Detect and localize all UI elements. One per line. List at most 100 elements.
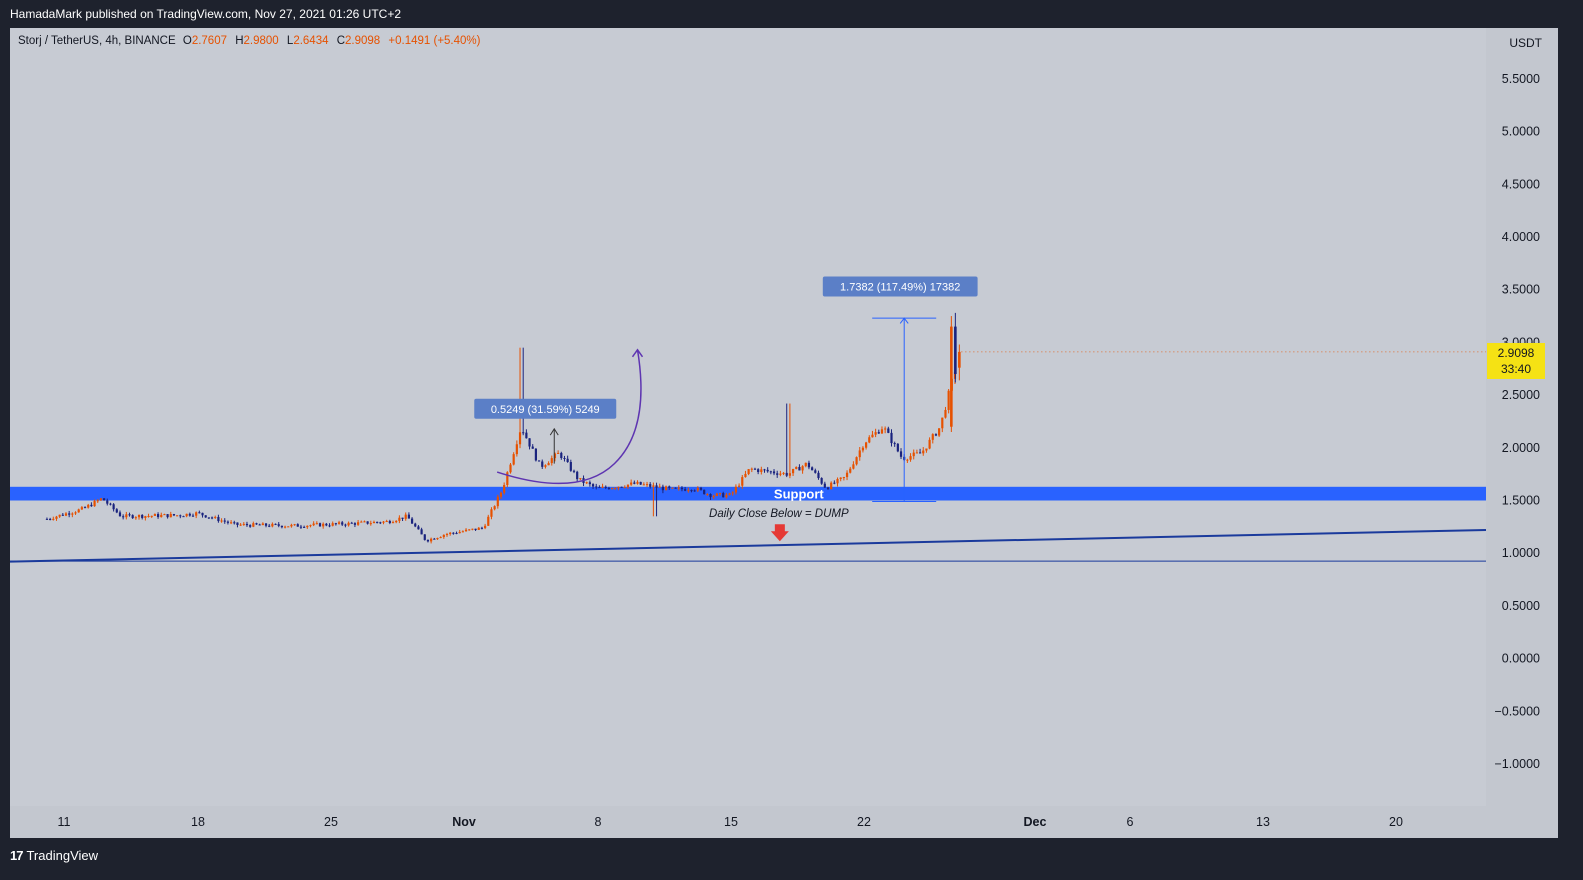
close-label: C (336, 35, 346, 47)
candle-body (750, 468, 753, 470)
candle-body (309, 525, 312, 527)
candle-body (874, 432, 877, 435)
candle-body (388, 521, 391, 524)
measure-label-1: 0.5249 (31.59%) 5249 (474, 398, 617, 419)
candle-body (341, 522, 344, 525)
current-price-value: 2.9098 (1497, 346, 1535, 360)
candle-body (715, 493, 718, 496)
candle-body (255, 523, 258, 525)
candle-body (80, 507, 83, 510)
candle-body (617, 486, 620, 489)
price-tick-label: 3.5000 (1502, 283, 1540, 297)
candle-body (791, 468, 795, 474)
candle-body (811, 467, 814, 471)
currency-label[interactable]: USDT (1509, 36, 1542, 50)
symbol-legend[interactable]: Storj / TetherUS, 4h, BINANCE O2.7607 H2… (18, 35, 485, 47)
candle-body (630, 482, 633, 485)
candle-body (280, 525, 283, 528)
candle-body (271, 523, 274, 527)
time-tick-label: 20 (1389, 815, 1403, 829)
candle-body (366, 521, 369, 524)
tradingview-brand[interactable]: 17 TradingView (10, 848, 98, 863)
candle-body (826, 487, 830, 490)
candle-body (242, 523, 245, 525)
candle-body (785, 472, 788, 476)
time-tick-label: Dec (1024, 815, 1047, 829)
change-value: +0.1491 (+5.40%) (388, 35, 481, 47)
price-tick-label: −1.0000 (1494, 757, 1540, 771)
candle-body (506, 472, 509, 485)
candle-body (725, 494, 728, 498)
candle-body (693, 490, 696, 492)
candle-body (649, 484, 652, 487)
time-tick-label: 18 (191, 815, 205, 829)
chart-area[interactable]: 5.50005.00004.50004.00003.50003.00002.50… (10, 28, 1558, 838)
candle-body (496, 496, 499, 507)
candle-body (531, 446, 534, 449)
candle-body (347, 522, 350, 526)
candle-body (604, 486, 607, 488)
candle-body (664, 486, 668, 491)
candle-body (788, 473, 791, 476)
candle-body (426, 539, 430, 542)
candle-body (312, 523, 315, 526)
candle-body (474, 528, 477, 530)
candle-body (950, 326, 953, 427)
candle-body (884, 428, 887, 430)
price-tick-label: 5.5000 (1502, 72, 1540, 86)
candle-body (512, 454, 515, 465)
candle-body (315, 523, 318, 525)
candle-body (607, 487, 611, 490)
candle-body (464, 529, 468, 532)
candle-body (550, 458, 553, 464)
candle-body (334, 523, 337, 525)
candle-body (369, 523, 372, 525)
candle-body (639, 481, 642, 485)
candle-body (684, 489, 687, 491)
candle-body (391, 522, 395, 524)
candle-body (958, 351, 961, 368)
time-axis-panel[interactable] (10, 806, 1558, 838)
candle-body (350, 522, 353, 524)
candle-body (283, 526, 287, 528)
candle-body (169, 514, 172, 518)
candle-body (137, 515, 141, 518)
current-price-badge: 2.9098 33:40 (1487, 343, 1545, 379)
candle-body (87, 504, 90, 508)
candle-body (141, 515, 144, 518)
candle-body (436, 537, 439, 540)
measure-arrow-icon (899, 317, 909, 324)
time-tick-label: Nov (452, 815, 476, 829)
candle-body (655, 485, 658, 488)
candle-body (557, 452, 560, 454)
candle-body (595, 486, 598, 488)
candle-body (525, 432, 528, 439)
candle-body (865, 442, 868, 448)
candle-body (493, 506, 496, 510)
candle-body (442, 534, 445, 538)
brand-name: TradingView (26, 848, 99, 863)
high-value: 2.9800 (243, 35, 279, 47)
candle-body (709, 494, 712, 498)
candle-body (804, 462, 807, 467)
candle-body (458, 531, 461, 534)
candle-body (614, 488, 617, 490)
candle-body (906, 459, 909, 461)
candle-body (893, 443, 896, 445)
candle-body (268, 525, 271, 527)
candle-body (871, 434, 874, 438)
support-label: Support (774, 487, 824, 502)
candle-body (674, 487, 677, 489)
candle-body (718, 493, 722, 495)
candle-body (601, 486, 604, 488)
time-tick-label: 13 (1256, 815, 1270, 829)
price-axis-panel[interactable] (1486, 28, 1558, 806)
candle-body (306, 525, 309, 528)
candle-body (833, 482, 836, 484)
curve-arrowhead-icon (631, 348, 644, 358)
low-label: L (286, 35, 294, 47)
candle-body (134, 517, 137, 519)
price-chart[interactable]: 5.50005.00004.50004.00003.50003.00002.50… (10, 28, 1558, 838)
candle-body (198, 512, 201, 514)
candle-body (772, 471, 776, 474)
